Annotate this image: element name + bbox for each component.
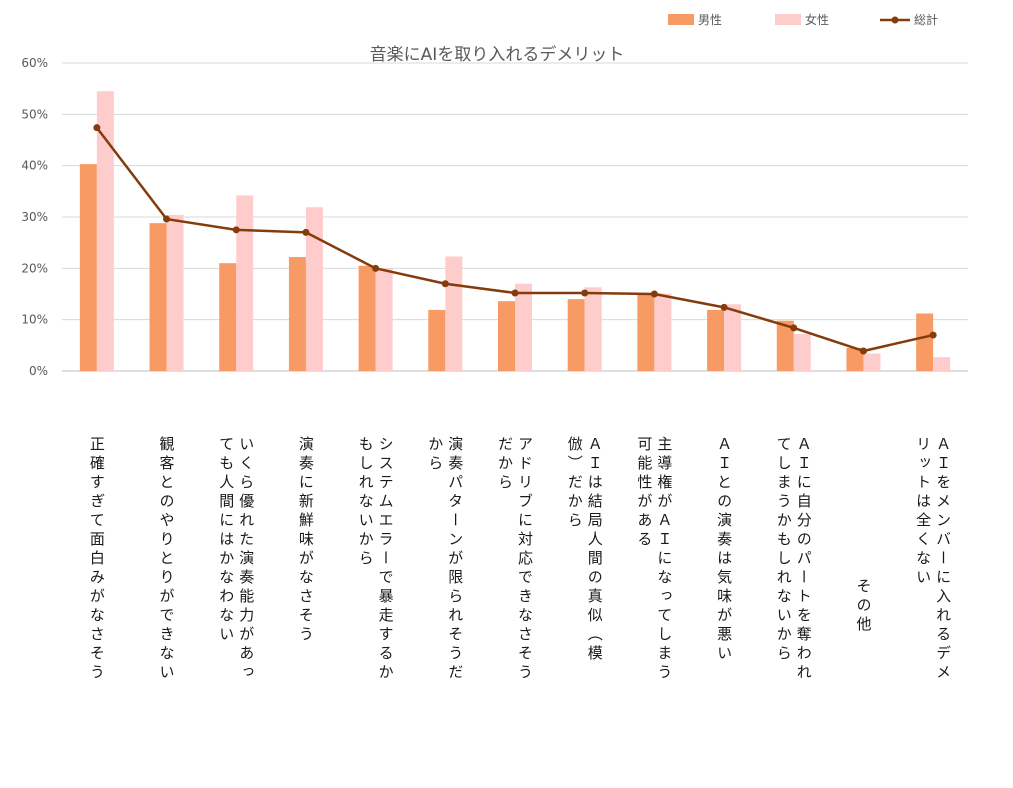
bar-男性: [916, 313, 934, 371]
x-tick-label-line: ＡＩに自分のパートを奪われ: [794, 436, 813, 683]
x-tick-label-line: 主導権がＡＩになってしまう: [655, 436, 674, 683]
bar-男性: [79, 164, 97, 371]
x-tick-label-line: ＡＩをメンバーに入れるデメ: [934, 436, 953, 683]
bar-女性: [166, 214, 184, 371]
point-総計: [163, 215, 171, 223]
bar-女性: [236, 195, 254, 371]
total-line-series: [93, 124, 937, 355]
x-tick-label: 演奏パターンが限られそうだ から: [421, 436, 469, 776]
legend: 男性 女性 総計: [668, 12, 938, 27]
x-tick-label-line: アドリブに対応できなさそう: [516, 436, 534, 683]
legend-marker: [891, 16, 899, 24]
y-tick-label: 0%: [29, 364, 48, 378]
point-総計: [232, 226, 240, 234]
bar-男性: [498, 301, 515, 371]
point-総計: [859, 347, 867, 355]
bar-男性: [219, 263, 237, 371]
bar-男性: [149, 223, 167, 371]
x-tick-label-line: ＡＩとの演奏は気味が悪い: [715, 436, 734, 664]
y-tick-label: 40%: [21, 159, 48, 173]
point-総計: [929, 331, 937, 339]
bar-男性: [358, 265, 376, 371]
x-tick-label-line: てしまうかもしれないから: [774, 436, 793, 664]
x-tick-label: ＡＩをメンバーに入れるデメ リットは全くない: [909, 436, 957, 776]
x-tick-label-line: その他: [854, 577, 873, 635]
x-tick-label: いくら優れた演奏能力があっ ても人間にはかなわない: [212, 436, 260, 776]
point-総計: [790, 324, 798, 332]
legend-label: 総計: [914, 12, 938, 27]
x-tick-label: ＡＩは結局人間の真似（模 倣）だから: [561, 436, 609, 776]
point-総計: [372, 264, 380, 272]
bar-男性: [428, 309, 446, 371]
x-tick-label: その他: [839, 436, 887, 776]
bar-男性: [567, 299, 585, 371]
bar-女性: [933, 357, 951, 371]
bar-女性: [305, 207, 323, 371]
x-tick-label-line: 演奏に新鮮味がなさそう: [296, 436, 315, 645]
bar-女性: [724, 304, 742, 371]
x-tick-label: 主導権がＡＩになってしまう 可能性がある: [630, 436, 678, 776]
bar-男性: [776, 320, 794, 371]
x-tick-label: 観客とのやりとりができない: [143, 436, 191, 776]
legend-swatch: [668, 14, 694, 25]
y-tick-label: 30%: [21, 210, 48, 224]
x-tick-label: ＡＩに自分のパートを奪われ てしまうかもしれないから: [770, 436, 818, 776]
bar-女性: [375, 268, 393, 371]
x-tick-label-line: 正確すぎて面白みがなさそう: [87, 436, 106, 683]
x-tick-label: アドリブに対応できなさそう だから: [491, 436, 539, 776]
x-tick-label-line: から: [426, 436, 445, 474]
chart: 0% 10% 20% 30% 40% 50% 60% 音楽にAIを取り入れるデメリット 男性…: [21, 12, 968, 378]
point-総計: [93, 124, 101, 132]
x-tick-label-line: ＡＩは結局人間の真似（模: [585, 436, 604, 664]
legend-swatch: [775, 14, 801, 25]
x-tick-label: ＡＩとの演奏は気味が悪い: [700, 436, 748, 776]
bar-女性: [515, 283, 532, 371]
legend-label: 女性: [805, 12, 829, 27]
y-tick-label: 20%: [21, 261, 48, 275]
bar-男性: [637, 293, 655, 371]
x-tick-label: 正確すぎて面白みがなさそう: [73, 436, 121, 776]
x-tick-label-line: リットは全くない: [914, 436, 933, 588]
x-tick-label: システムエラーで暴走するか もしれないから: [352, 436, 400, 776]
y-tick-label: 60%: [21, 56, 48, 70]
x-tick-label-line: いくら優れた演奏能力があっ: [237, 436, 256, 683]
bar-男性: [288, 257, 306, 371]
gridlines: [62, 62, 968, 372]
x-tick-label-line: 倣）だから: [565, 436, 584, 531]
point-総計: [581, 289, 589, 297]
bar-女性: [445, 256, 463, 371]
x-tick-label-line: 演奏パターンが限られそうだ: [446, 436, 465, 683]
bar-男性: [707, 309, 725, 371]
x-tick-label-line: システムエラーで暴走するか: [376, 436, 395, 683]
bar-女性: [96, 91, 114, 371]
y-tick-label: 50%: [21, 107, 48, 121]
bar-女性: [654, 293, 672, 371]
chart-title: 音楽にAIを取り入れるデメリット: [370, 44, 625, 65]
point-総計: [441, 280, 449, 288]
point-総計: [302, 228, 310, 236]
bar-男性: [846, 347, 864, 371]
y-axis-ticks: 0% 10% 20% 30% 40% 50% 60%: [21, 56, 48, 378]
point-総計: [720, 303, 728, 311]
x-tick-label-line: 可能性がある: [635, 436, 654, 550]
bar-女性: [793, 334, 811, 371]
point-総計: [650, 290, 658, 298]
x-tick-label-line: 観客とのやりとりができない: [157, 436, 176, 683]
bar-女性: [584, 287, 602, 371]
y-tick-label: 10%: [21, 313, 48, 327]
point-総計: [511, 289, 519, 297]
x-tick-label-line: もしれないから: [356, 436, 375, 569]
x-tick-label-line: だから: [496, 436, 514, 493]
bars: [79, 91, 951, 371]
x-tick-label-line: ても人間にはかなわない: [217, 436, 236, 645]
legend-label: 男性: [698, 13, 722, 27]
bar-女性: [863, 353, 881, 371]
x-tick-label: 演奏に新鮮味がなさそう: [282, 436, 330, 776]
